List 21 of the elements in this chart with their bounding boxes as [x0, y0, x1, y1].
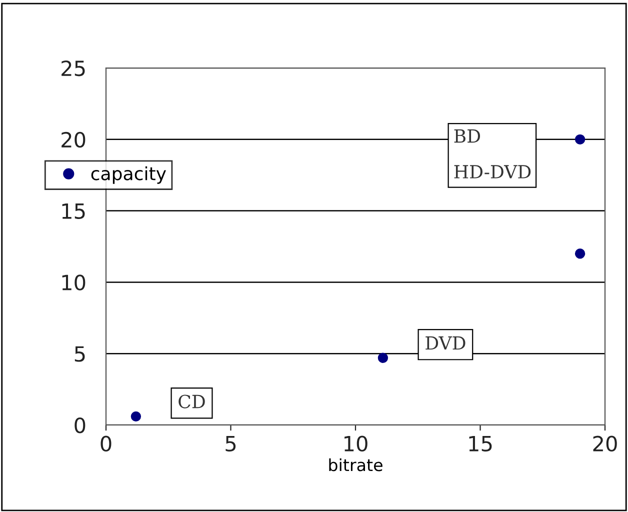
x-tick-label: 15 — [469, 436, 492, 452]
annotation: DVD — [426, 336, 466, 350]
x-tick-label: 20 — [593, 436, 617, 452]
annotation: BD — [454, 129, 480, 143]
x-tick-label: 0 — [100, 436, 112, 452]
y-tick-label: 0 — [74, 417, 86, 434]
y-tick-label: 5 — [74, 346, 85, 362]
legend-label: capacity — [91, 166, 166, 184]
x-axis-title: bitrate — [329, 458, 382, 472]
point — [130, 411, 142, 422]
y-tick-label: 15 — [62, 204, 85, 220]
point — [574, 134, 586, 144]
point — [378, 352, 388, 363]
y-tick-label: 20 — [62, 132, 86, 148]
annotation: CD — [178, 394, 205, 408]
y-tick-label: 10 — [62, 274, 86, 290]
x-tick-label: 5 — [226, 436, 236, 452]
y-tick-label: 25 — [62, 60, 85, 76]
point — [574, 248, 586, 259]
annotation: HD-DVD — [454, 165, 531, 178]
x-tick-label: 10 — [344, 436, 368, 452]
